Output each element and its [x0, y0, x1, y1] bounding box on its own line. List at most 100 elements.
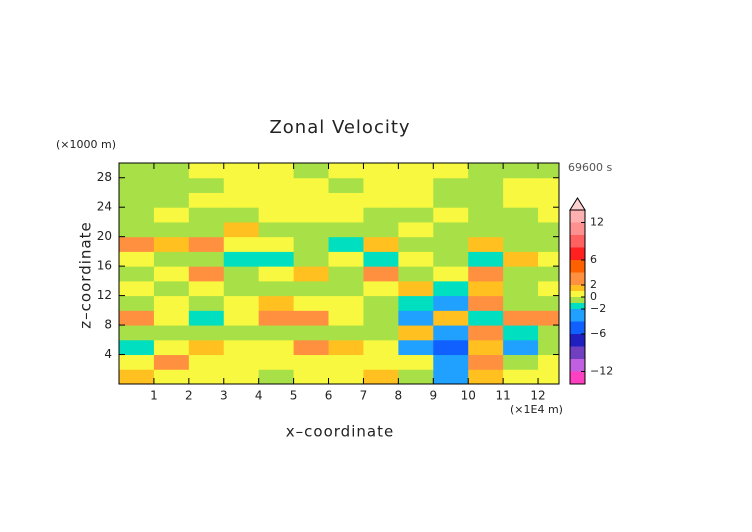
field-cell	[398, 295, 434, 311]
field-cell	[119, 280, 155, 297]
field-cell	[153, 266, 190, 282]
field-cell	[398, 369, 434, 384]
field-cell	[538, 207, 559, 223]
field-cell	[119, 207, 155, 223]
field-cell	[258, 354, 295, 370]
field-cell	[468, 339, 504, 356]
field-cell	[468, 207, 504, 223]
field-cell	[363, 251, 399, 267]
x-tick-label: 8	[395, 389, 403, 403]
field-cell	[538, 369, 559, 384]
field-cell	[363, 236, 399, 252]
field-cell	[293, 339, 330, 356]
colorbar-box	[570, 303, 585, 309]
field-cell	[503, 177, 539, 193]
x-tick-label: 2	[185, 389, 193, 403]
field-cell	[293, 310, 330, 326]
field-cell	[433, 177, 469, 193]
field-cell	[538, 280, 559, 297]
field-cell	[468, 192, 504, 208]
field-cell	[153, 325, 190, 341]
field-cell	[433, 325, 469, 341]
field-cell	[293, 207, 330, 223]
field-cell	[363, 207, 399, 223]
field-cell	[223, 192, 260, 208]
field-cell	[433, 221, 469, 238]
field-cell	[153, 163, 190, 179]
colorbar-tick-label: 0	[590, 290, 597, 303]
field-cell	[119, 236, 155, 252]
field-cell	[363, 354, 399, 370]
y-tick-label: 16	[97, 259, 112, 273]
field-cell	[398, 236, 434, 252]
field-cell	[293, 295, 330, 311]
field-cell	[503, 280, 539, 297]
colorbar-tick-label: −12	[590, 365, 613, 378]
field-cell	[223, 177, 260, 193]
field-cell	[503, 369, 539, 384]
field-cell	[188, 310, 225, 326]
field-cell	[538, 251, 559, 267]
field-cell	[223, 295, 260, 311]
field-cell	[188, 177, 225, 193]
field-cell	[119, 266, 155, 282]
field-cell	[398, 221, 434, 238]
colorbar-box	[570, 321, 585, 334]
field-cell	[468, 266, 504, 282]
field-cell	[363, 266, 399, 282]
field-cell	[258, 295, 295, 311]
field-cell	[293, 251, 330, 267]
field-cell	[538, 295, 559, 311]
field-cell	[538, 325, 559, 341]
field-cell	[293, 266, 330, 282]
field-cell	[223, 369, 260, 384]
colorbar-box	[570, 235, 585, 248]
field-cell	[258, 251, 295, 267]
colorbar-tick-label: 12	[590, 216, 604, 229]
field-cell	[328, 207, 364, 223]
field-cell	[328, 251, 364, 267]
field-cell	[398, 354, 434, 370]
x-tick-label: 5	[290, 389, 298, 403]
field-cell	[119, 339, 155, 356]
field-cell	[468, 310, 504, 326]
field-cell	[153, 251, 190, 267]
field-cell	[223, 266, 260, 282]
field-cell	[363, 325, 399, 341]
field-cell	[468, 295, 504, 311]
x-tick-label: 4	[255, 389, 263, 403]
field-cell	[293, 354, 330, 370]
field-cell	[328, 177, 364, 193]
field-cell	[328, 369, 364, 384]
field-cell	[293, 280, 330, 297]
field-cell	[258, 163, 295, 179]
field-cell	[293, 325, 330, 341]
field-cell	[223, 236, 260, 252]
field-cell	[258, 266, 295, 282]
field-cell	[328, 192, 364, 208]
y-axis-label: z–coordinate	[77, 221, 95, 328]
field-cell	[119, 251, 155, 267]
field-cell	[433, 236, 469, 252]
field-cell	[468, 177, 504, 193]
colorbar-tick-label: −6	[590, 327, 606, 340]
field-cell	[258, 221, 295, 238]
field-cell	[538, 266, 559, 282]
field-cell	[153, 236, 190, 252]
field-cell	[293, 177, 330, 193]
field-cell	[258, 177, 295, 193]
field-cell	[328, 221, 364, 238]
field-cell	[468, 369, 504, 384]
field-cell	[153, 295, 190, 311]
field-cell	[398, 192, 434, 208]
field-cell	[188, 251, 225, 267]
field-cell	[328, 266, 364, 282]
x-tick-label: 10	[461, 389, 476, 403]
chart-title: Zonal Velocity	[269, 117, 410, 138]
field-cell	[328, 354, 364, 370]
field-cell	[188, 236, 225, 252]
colorbar-box	[570, 272, 585, 285]
field-cell	[153, 310, 190, 326]
colorbar-tick-label: 2	[590, 278, 597, 291]
field-cell	[538, 354, 559, 370]
